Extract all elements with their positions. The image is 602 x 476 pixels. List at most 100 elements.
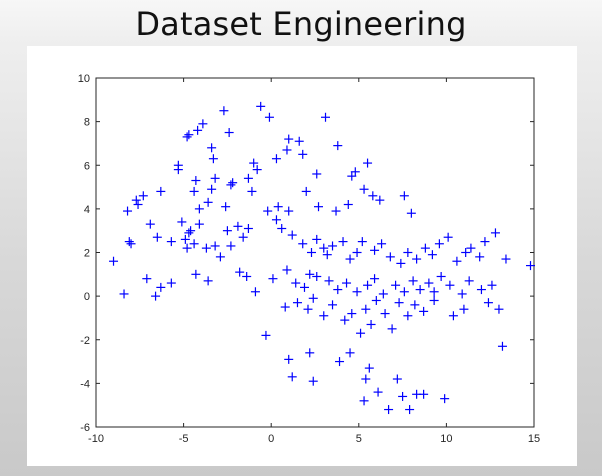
- scatter-point: [138, 191, 148, 201]
- scatter-point: [194, 204, 204, 214]
- scatter-point: [350, 167, 360, 177]
- scatter-point: [268, 274, 278, 284]
- scatter-point: [319, 311, 329, 321]
- scatter-point: [377, 239, 387, 249]
- scatter-point: [133, 200, 143, 210]
- scatter-point: [419, 389, 429, 399]
- scatter-point: [284, 134, 294, 144]
- scatter-point: [156, 282, 166, 292]
- scatter-point: [261, 330, 271, 340]
- scatter-point: [487, 280, 497, 290]
- scatter-point: [191, 269, 201, 279]
- scatter-point: [306, 248, 316, 257]
- scatter-point: [312, 234, 322, 244]
- scatter-point: [363, 158, 373, 168]
- scatter-point: [180, 234, 190, 244]
- scatter-point: [282, 265, 292, 275]
- x-tick-label: 0: [268, 433, 274, 445]
- scatter-point: [233, 221, 243, 231]
- scatter-point: [466, 243, 476, 253]
- scatter-point: [343, 200, 353, 210]
- scatter-point: [191, 176, 201, 186]
- scatter-point: [292, 298, 302, 308]
- scatter-point: [308, 293, 318, 303]
- scatter-point: [208, 154, 218, 164]
- scatter-point: [210, 241, 220, 251]
- scatter-point: [370, 245, 380, 255]
- scatter-point: [298, 239, 308, 249]
- y-tick-label: 10: [78, 73, 90, 85]
- scatter-point: [264, 112, 274, 122]
- scatter-point: [352, 248, 362, 257]
- scatter-point: [370, 274, 380, 284]
- scatter-point: [203, 197, 213, 207]
- scatter-point: [405, 405, 415, 415]
- scatter-point: [207, 143, 217, 153]
- scatter-point: [398, 391, 408, 401]
- scatter-point: [166, 278, 176, 288]
- scatter-point: [182, 132, 192, 142]
- scatter-point: [271, 215, 281, 225]
- x-tick-label: -10: [88, 433, 104, 445]
- scatter-point: [497, 341, 507, 351]
- scatter-point: [305, 348, 315, 358]
- scatter-point: [321, 112, 331, 122]
- scatter-point: [242, 271, 252, 281]
- scatter-point: [119, 289, 129, 299]
- scatter-point: [182, 243, 192, 253]
- scatter-point: [299, 282, 309, 292]
- scatter-point: [282, 145, 292, 155]
- scatter-point: [385, 252, 395, 262]
- x-tick-label: 5: [356, 433, 362, 445]
- y-tick-label: 8: [84, 117, 90, 129]
- ticks-layer: [95, 77, 535, 428]
- scatter-point: [427, 250, 437, 260]
- scatter-point: [480, 237, 490, 247]
- scatter-point: [126, 239, 136, 249]
- scatter-point: [173, 165, 183, 175]
- scatter-point: [124, 237, 134, 247]
- scatter-point: [291, 278, 301, 288]
- scatter-point: [368, 191, 378, 201]
- scatter-point: [333, 285, 343, 295]
- scatter-point: [501, 254, 511, 264]
- scatter-point: [419, 306, 429, 316]
- scatter-point: [201, 243, 211, 253]
- scatter-point: [378, 289, 388, 299]
- scatter-point: [123, 206, 133, 216]
- scatter-point: [312, 271, 322, 281]
- scatter-point: [373, 387, 383, 397]
- scatter-point: [429, 295, 439, 305]
- scatter-point: [396, 258, 406, 268]
- scatter-point: [340, 315, 350, 325]
- scatter-point: [226, 241, 236, 251]
- y-tick-label: -6: [80, 422, 90, 434]
- scatter-point: [224, 128, 234, 138]
- scatter-point: [366, 319, 376, 329]
- scatter-point: [243, 224, 253, 234]
- scatter-point: [184, 130, 194, 140]
- scatter-point: [457, 289, 467, 299]
- scatter-point: [359, 184, 369, 194]
- scatter-point: [142, 274, 152, 284]
- scatter-point: [440, 394, 450, 404]
- scatter-point: [193, 125, 203, 135]
- scatter-point: [131, 195, 141, 205]
- x-tick-label: 10: [440, 433, 452, 445]
- scatter-point: [345, 348, 355, 358]
- scatter-point: [226, 180, 236, 190]
- scatter-point: [347, 309, 357, 319]
- scatter-point: [420, 243, 430, 253]
- scatter-point: [424, 278, 434, 288]
- scatter-point: [403, 248, 413, 257]
- scatter-point: [490, 228, 500, 238]
- scatter-point: [375, 195, 385, 205]
- scatter-point: [252, 165, 262, 175]
- scatter-point: [359, 396, 369, 406]
- scatter-point: [391, 280, 401, 290]
- scatter-point: [335, 357, 345, 367]
- y-tick-label: 2: [84, 248, 90, 260]
- scatter-point: [284, 354, 294, 364]
- scatter-point: [280, 302, 290, 312]
